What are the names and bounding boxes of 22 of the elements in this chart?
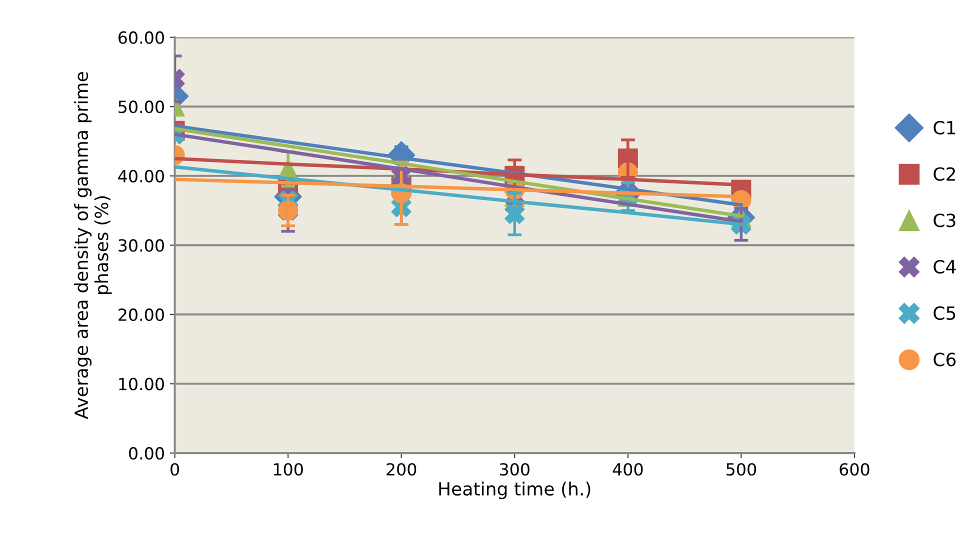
y-tick-label: 30.00 xyxy=(118,239,164,252)
legend-label: C4 xyxy=(934,260,956,274)
x-tick-label: 0 xyxy=(170,463,179,476)
legend-label: C5 xyxy=(934,306,956,320)
legend-label: C2 xyxy=(934,167,955,181)
y-tick-label: 40.00 xyxy=(118,170,164,182)
x-tick-label: 300 xyxy=(500,463,530,476)
y-tick-label: 10.00 xyxy=(119,378,164,390)
y-tick-label: 50.00 xyxy=(118,100,164,114)
legend-label: C6 xyxy=(934,352,956,366)
x-tick-label: 100 xyxy=(274,463,303,476)
y-tick-label: 0.00 xyxy=(129,447,164,460)
x-tick-label: 200 xyxy=(386,463,416,476)
y-tick-label: 20.00 xyxy=(118,308,164,322)
y-axis-title: Average area density of gamma prime phases (%) xyxy=(74,72,112,420)
x-axis-title: Heating time (h.) xyxy=(439,482,590,500)
legend-label: C1 xyxy=(934,120,956,135)
x-tick-label: 500 xyxy=(726,463,756,476)
y-tick-label: 60.00 xyxy=(118,31,164,44)
x-tick-label: 400 xyxy=(612,463,643,476)
legend-label: C3 xyxy=(934,214,956,228)
x-tick-label: 600 xyxy=(840,463,870,476)
